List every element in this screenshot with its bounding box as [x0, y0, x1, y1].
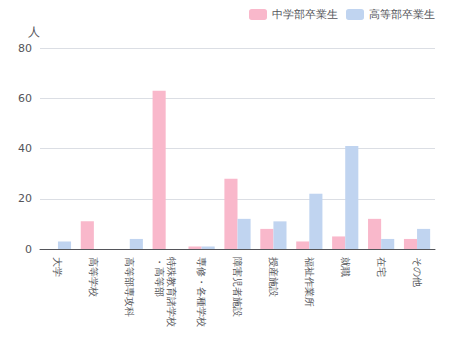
svg-text:在宅: 在宅 — [376, 257, 387, 277]
svg-text:障害児者施設: 障害児者施設 — [232, 257, 243, 317]
svg-text:福祉作業所: 福祉作業所 — [304, 257, 315, 307]
svg-text:高等学校: 高等学校 — [88, 257, 99, 297]
svg-text:高等部専攻科: 高等部専攻科 — [124, 257, 135, 317]
svg-text:40: 40 — [18, 142, 32, 155]
svg-text:授産施設: 授産施設 — [268, 257, 279, 297]
svg-text:専修・各種学校: 専修・各種学校 — [196, 257, 207, 327]
svg-text:高等部卒業生: 高等部卒業生 — [369, 8, 435, 21]
svg-text:0: 0 — [25, 243, 32, 256]
svg-text:就職: 就職 — [340, 257, 351, 277]
svg-text:60: 60 — [18, 92, 32, 105]
svg-text:人: 人 — [28, 25, 40, 39]
svg-text:大学: 大学 — [52, 257, 63, 277]
svg-text:80: 80 — [18, 42, 32, 55]
svg-text:中学部卒業生: 中学部卒業生 — [272, 8, 338, 21]
svg-text:特殊教育諸学校: 特殊教育諸学校 — [166, 257, 177, 327]
svg-text:20: 20 — [18, 192, 32, 205]
svg-text:・高等部: ・高等部 — [154, 257, 165, 297]
svg-text:その他: その他 — [412, 257, 423, 287]
